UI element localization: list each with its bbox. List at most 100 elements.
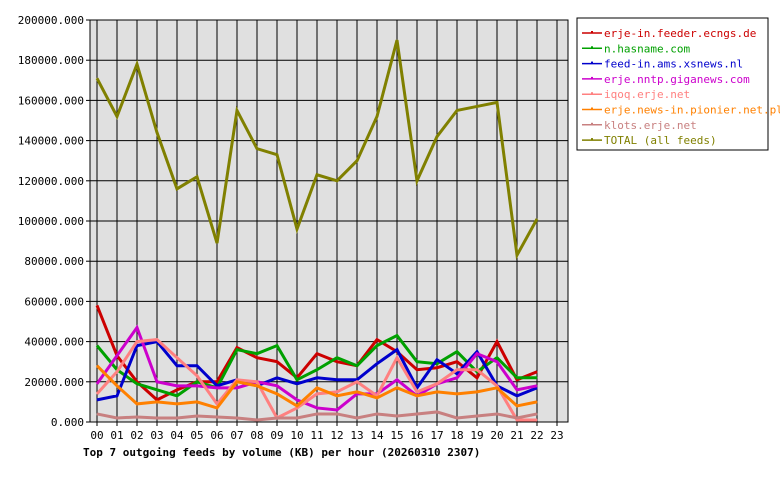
data-point xyxy=(276,361,278,363)
data-point xyxy=(356,391,358,393)
data-point xyxy=(96,399,98,401)
x-tick-label: 10 xyxy=(290,429,303,442)
data-point xyxy=(96,77,98,79)
data-point xyxy=(516,405,518,407)
data-point xyxy=(336,180,338,182)
y-tick-label: 60000.000 xyxy=(24,295,84,308)
legend-label: erje.nntp.giganews.com xyxy=(604,73,750,86)
data-point xyxy=(436,391,438,393)
data-point xyxy=(196,365,198,367)
data-point xyxy=(236,379,238,381)
x-tick-label: 04 xyxy=(170,429,184,442)
data-point xyxy=(516,389,518,391)
data-point xyxy=(116,371,118,373)
data-point xyxy=(356,379,358,381)
data-point xyxy=(176,403,178,405)
data-point xyxy=(96,383,98,385)
data-point xyxy=(96,413,98,415)
x-tick-label: 05 xyxy=(190,429,203,442)
data-point xyxy=(516,377,518,379)
data-point xyxy=(356,160,358,162)
data-point xyxy=(356,417,358,419)
data-point xyxy=(456,417,458,419)
data-point xyxy=(176,188,178,190)
x-tick-label: 11 xyxy=(310,429,323,442)
data-point xyxy=(256,357,258,359)
data-point xyxy=(216,242,218,244)
data-point xyxy=(456,109,458,111)
y-tick-label: 120000.000 xyxy=(18,175,84,188)
data-point xyxy=(296,405,298,407)
data-point xyxy=(236,387,238,389)
x-tick-label: 18 xyxy=(450,429,463,442)
y-tick-label: 40000.000 xyxy=(24,336,84,349)
data-point xyxy=(336,357,338,359)
data-point xyxy=(336,413,338,415)
data-point xyxy=(516,395,518,397)
data-point xyxy=(156,417,158,419)
x-tick-label: 19 xyxy=(470,429,483,442)
data-point xyxy=(396,379,398,381)
data-point xyxy=(196,375,198,377)
x-tick-label: 21 xyxy=(510,429,523,442)
data-point xyxy=(296,379,298,381)
chart-title: Top 7 outgoing feeds by volume (KB) per … xyxy=(83,446,480,459)
data-point xyxy=(256,353,258,355)
data-point xyxy=(96,393,98,395)
legend-label: n.hasname.com xyxy=(604,42,690,55)
data-point xyxy=(196,176,198,178)
data-point xyxy=(156,381,158,383)
data-point xyxy=(316,377,318,379)
data-point xyxy=(456,393,458,395)
legend-label: erje.news-in.pionier.net.pl xyxy=(604,104,780,117)
data-point xyxy=(376,115,378,117)
data-point xyxy=(336,395,338,397)
x-tick-label: 07 xyxy=(230,429,243,442)
data-point xyxy=(536,419,538,421)
x-tick-label: 01 xyxy=(110,429,123,442)
data-point xyxy=(136,345,138,347)
data-point xyxy=(336,391,338,393)
data-point xyxy=(276,154,278,156)
data-point xyxy=(456,361,458,363)
y-tick-label: 140000.000 xyxy=(18,135,84,148)
data-point xyxy=(376,413,378,415)
plot-border xyxy=(89,19,569,423)
data-point xyxy=(236,381,238,383)
legend-label: TOTAL (all feeds) xyxy=(604,134,717,147)
data-point xyxy=(496,385,498,387)
data-point xyxy=(216,387,218,389)
data-point xyxy=(356,393,358,395)
data-point xyxy=(416,395,418,397)
data-point xyxy=(436,363,438,365)
data-point xyxy=(216,407,218,409)
data-point xyxy=(216,403,218,405)
data-point xyxy=(436,359,438,361)
y-tick-label: 180000.000 xyxy=(18,54,84,67)
data-point xyxy=(156,132,158,134)
data-point xyxy=(456,351,458,353)
data-point xyxy=(156,399,158,401)
x-tick-label: 17 xyxy=(430,429,443,442)
data-point xyxy=(456,377,458,379)
data-point xyxy=(276,417,278,419)
data-point xyxy=(276,393,278,395)
data-point xyxy=(536,218,538,220)
data-point xyxy=(496,413,498,415)
data-point xyxy=(496,361,498,363)
data-point xyxy=(416,180,418,182)
data-point xyxy=(496,387,498,389)
data-point xyxy=(176,395,178,397)
data-point xyxy=(156,339,158,341)
x-tick-label: 09 xyxy=(270,429,283,442)
legend: erje-in.feeder.ecngs.de n.hasname.com feed… xyxy=(576,17,780,151)
data-point xyxy=(436,136,438,138)
data-point xyxy=(296,228,298,230)
data-point xyxy=(396,415,398,417)
x-axis: 00 01 02 03 04 05 06 07 08 09 10 11 12 13 14 15 16 17 18 19… xyxy=(90,429,563,442)
data-point xyxy=(476,377,478,379)
series-lines xyxy=(95,39,539,422)
data-point xyxy=(476,415,478,417)
data-point xyxy=(316,413,318,415)
data-point xyxy=(276,385,278,387)
